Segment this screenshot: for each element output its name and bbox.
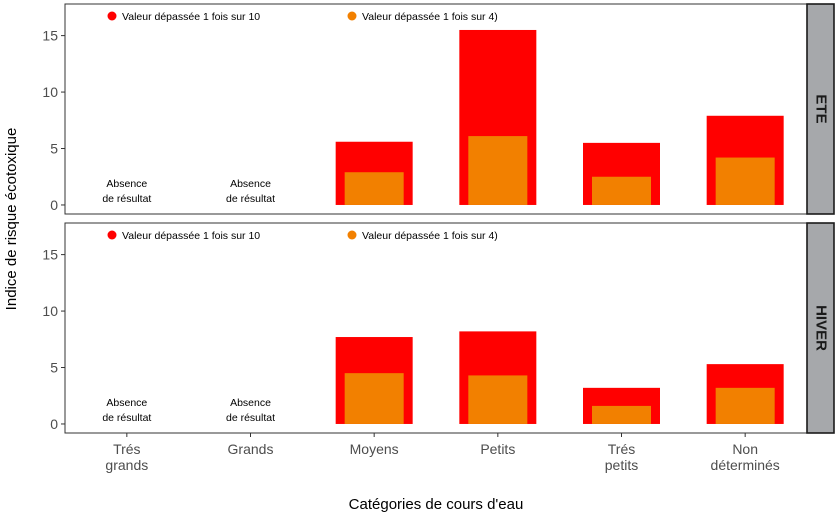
- strip-background-1: [806, 222, 835, 434]
- bar-quartile: [592, 405, 651, 424]
- strip-label-ete: ETE: [813, 94, 830, 123]
- absence-label: de résultat: [226, 412, 275, 424]
- x-tick-label: petits: [605, 457, 638, 473]
- strip-background-0: [806, 3, 835, 215]
- bar-quartile: [468, 375, 528, 424]
- legend-label: Valeur dépassée 1 fois sur 10: [122, 230, 260, 242]
- absence-label: de résultat: [102, 412, 151, 424]
- bar-quartile: [715, 157, 775, 205]
- y-tick-label: 5: [50, 360, 58, 376]
- absence-label: de résultat: [226, 193, 275, 205]
- absence-label: Absence: [106, 397, 147, 409]
- legend-marker: [107, 11, 117, 21]
- y-tick-label: 5: [50, 141, 58, 157]
- x-tick-label: Trés: [113, 441, 140, 457]
- bar-quartile: [715, 387, 775, 424]
- panel-frame-0: [64, 3, 808, 215]
- legend-marker: [347, 11, 357, 21]
- legend-marker: [347, 230, 357, 240]
- x-tick-label: déterminés: [711, 457, 780, 473]
- absence-label: Absence: [106, 178, 147, 190]
- panel-frame-1: [64, 222, 808, 434]
- y-tick-label: 15: [42, 28, 58, 44]
- y-tick-label: 0: [50, 197, 58, 213]
- y-tick-label: 15: [42, 247, 58, 263]
- legend-marker: [107, 230, 117, 240]
- legend-label: Valeur dépassée 1 fois sur 10: [122, 11, 260, 23]
- x-tick-label: Moyens: [350, 441, 399, 457]
- legend-label: Valeur dépassée 1 fois sur 4): [362, 230, 498, 242]
- y-axis-title: Indice de risque écotoxique: [3, 128, 20, 311]
- absence-label: Absence: [230, 178, 271, 190]
- bar-quartile: [344, 373, 404, 424]
- x-tick-label: Petits: [480, 441, 515, 457]
- legend-label: Valeur dépassée 1 fois sur 4): [362, 11, 498, 23]
- x-axis-title: Catégories de cours d'eau: [349, 496, 524, 513]
- bar-quartile: [592, 176, 651, 205]
- y-tick-label: 10: [42, 84, 58, 100]
- y-tick-label: 10: [42, 303, 58, 319]
- x-tick-label: Non: [732, 441, 758, 457]
- x-tick-label: Grands: [228, 441, 274, 457]
- bar-quartile: [468, 136, 528, 205]
- absence-label: Absence: [230, 397, 271, 409]
- x-tick-label: Trés: [608, 441, 635, 457]
- absence-label: de résultat: [102, 193, 151, 205]
- x-tick-label: grands: [105, 457, 148, 473]
- strip-label-hiver: HIVER: [813, 305, 830, 351]
- y-tick-label: 0: [50, 416, 58, 432]
- bar-quartile: [344, 172, 404, 205]
